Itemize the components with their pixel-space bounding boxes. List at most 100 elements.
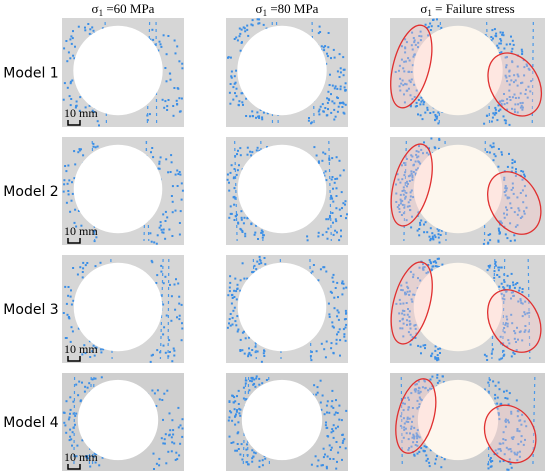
crack bbox=[76, 273, 79, 276]
crack bbox=[245, 461, 248, 464]
crack bbox=[244, 382, 247, 385]
crack bbox=[251, 19, 254, 22]
crack bbox=[398, 320, 401, 323]
crack bbox=[328, 216, 331, 219]
crack bbox=[162, 228, 165, 231]
crack bbox=[489, 144, 492, 147]
crack bbox=[247, 355, 250, 358]
crack bbox=[490, 120, 493, 123]
crack bbox=[497, 104, 500, 107]
crack bbox=[163, 106, 166, 109]
crack bbox=[490, 465, 493, 468]
crack bbox=[227, 56, 229, 59]
crack bbox=[403, 206, 406, 209]
crack bbox=[70, 326, 73, 329]
crack bbox=[503, 353, 506, 356]
crack bbox=[325, 467, 328, 470]
crack bbox=[266, 112, 269, 115]
crack bbox=[409, 94, 412, 97]
crack bbox=[436, 115, 439, 118]
crack bbox=[524, 313, 527, 316]
crack bbox=[510, 466, 513, 469]
crack bbox=[429, 112, 432, 114]
crack bbox=[251, 460, 254, 463]
crack bbox=[429, 387, 431, 390]
crack bbox=[428, 465, 431, 468]
crack bbox=[409, 195, 412, 198]
crack bbox=[519, 330, 522, 333]
crack bbox=[413, 39, 416, 42]
failure-zone bbox=[487, 171, 542, 235]
crack bbox=[401, 79, 404, 82]
crack bbox=[67, 286, 70, 288]
crack bbox=[407, 396, 410, 399]
crack bbox=[499, 38, 502, 40]
crack bbox=[435, 117, 438, 120]
crack bbox=[261, 230, 264, 233]
crack bbox=[242, 386, 245, 389]
scale-label: 10 mm bbox=[64, 224, 98, 238]
crack bbox=[326, 455, 329, 458]
crack bbox=[83, 344, 86, 347]
crack bbox=[402, 84, 405, 87]
crack bbox=[422, 449, 425, 452]
crack bbox=[158, 167, 161, 170]
crack bbox=[403, 426, 406, 429]
crack bbox=[151, 147, 154, 149]
crack bbox=[484, 34, 487, 37]
crack bbox=[514, 110, 516, 113]
crack bbox=[330, 291, 333, 294]
crack-line bbox=[527, 258, 531, 360]
crack bbox=[327, 218, 330, 221]
crack bbox=[317, 459, 320, 462]
crack bbox=[331, 176, 334, 178]
crack bbox=[516, 451, 519, 454]
crack bbox=[437, 236, 440, 239]
crack bbox=[403, 428, 406, 431]
crack bbox=[489, 264, 492, 267]
crack bbox=[413, 437, 416, 440]
crack bbox=[434, 356, 437, 359]
crack bbox=[157, 49, 160, 52]
crack bbox=[429, 378, 432, 381]
crack bbox=[489, 239, 492, 242]
crack bbox=[334, 287, 337, 289]
crack bbox=[75, 412, 78, 415]
crack bbox=[336, 96, 338, 99]
crack bbox=[336, 231, 338, 234]
hole bbox=[73, 144, 163, 234]
crack bbox=[256, 111, 259, 114]
crack bbox=[510, 188, 513, 191]
crack bbox=[436, 265, 439, 268]
crack bbox=[91, 378, 94, 381]
crack bbox=[410, 71, 413, 73]
crack bbox=[508, 285, 511, 288]
crack bbox=[486, 269, 489, 272]
crack bbox=[247, 34, 250, 37]
crack bbox=[501, 153, 503, 156]
crack bbox=[89, 356, 92, 358]
crack bbox=[336, 70, 339, 73]
crack bbox=[508, 123, 511, 126]
crack bbox=[523, 185, 526, 188]
crack bbox=[315, 393, 318, 396]
crack bbox=[518, 430, 521, 433]
crack bbox=[421, 386, 424, 389]
crack bbox=[437, 111, 440, 114]
crack bbox=[415, 435, 418, 438]
crack bbox=[438, 241, 441, 244]
crack bbox=[67, 51, 70, 54]
crack bbox=[519, 419, 522, 422]
crack bbox=[402, 409, 405, 412]
crack bbox=[498, 229, 500, 232]
crack bbox=[434, 236, 437, 239]
crack bbox=[91, 26, 94, 29]
crack bbox=[70, 199, 73, 202]
crack bbox=[175, 99, 178, 102]
crack bbox=[412, 196, 415, 199]
crack bbox=[521, 81, 524, 84]
crack bbox=[493, 28, 496, 31]
crack bbox=[156, 389, 159, 392]
crack bbox=[486, 359, 489, 361]
crack bbox=[332, 233, 335, 236]
